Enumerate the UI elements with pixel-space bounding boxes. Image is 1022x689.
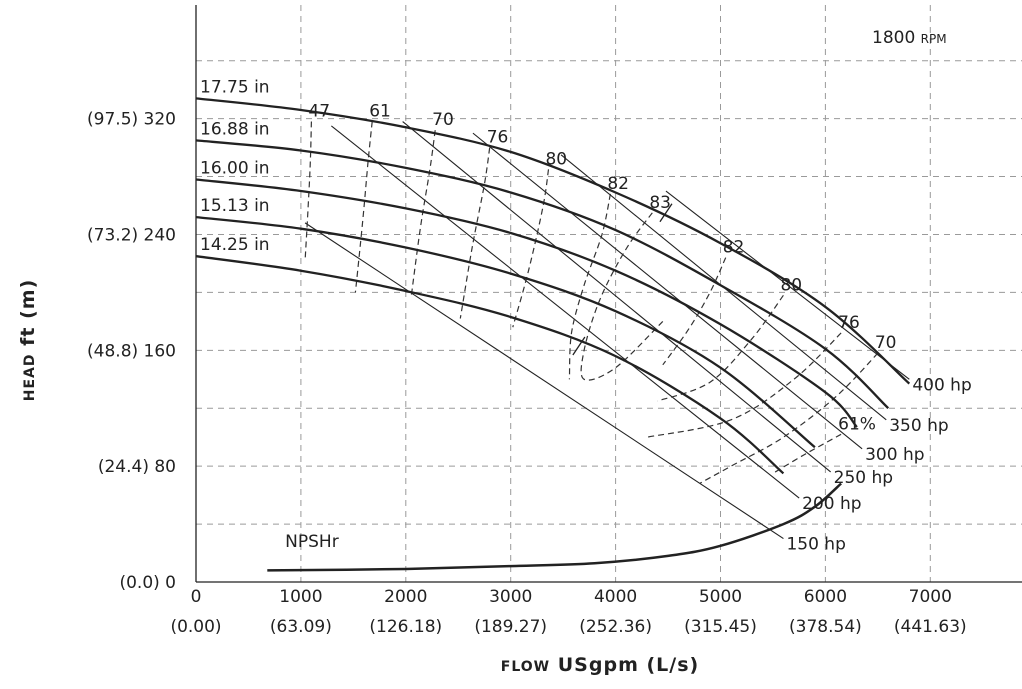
efficiency-label: 61%: [838, 414, 876, 434]
power-line-label: 150 hp: [786, 535, 845, 555]
head-curve-label: 15.13 in: [200, 196, 270, 216]
y-axis-title-text: ft (m): [17, 279, 39, 346]
y-tick-label: (73.2) 240: [87, 225, 176, 245]
x-tick-label: 2000: [384, 587, 427, 607]
x-tick-sublabel: (378.54): [789, 617, 862, 637]
x-tick-sublabel: (315.45): [684, 617, 757, 637]
head-curve: [195, 97, 911, 385]
y-tick-labels: (0.0) 0 (24.4) 80 (48.8) 160 (73.2) 240 (97.…: [87, 110, 176, 593]
head-curve-label: 16.88 in: [200, 119, 270, 139]
efficiency-label: 80: [545, 149, 567, 169]
efficiency-contour: [568, 193, 611, 380]
power-line-label: 400 hp: [912, 375, 971, 395]
y-tick-label: (48.8) 160: [87, 341, 176, 361]
x-axis-title: FLOW USgpm (L/s): [501, 654, 699, 676]
efficiency-contour: [410, 130, 436, 299]
axes: [195, 5, 1022, 583]
efficiency-contour: [354, 121, 373, 293]
head-curve: [195, 139, 890, 410]
head-curve-label: 17.75 in: [200, 77, 270, 97]
efficiency-label: 83: [649, 193, 671, 213]
x-axis-title-text: USgpm (L/s): [558, 654, 699, 676]
efficiency-label: 61: [369, 102, 391, 122]
head-curve: [195, 255, 785, 475]
grid-lines: [196, 5, 1022, 582]
efficiency-contour: [646, 332, 842, 438]
head-curve-label: 16.00 in: [200, 158, 270, 178]
x-tick-label: 4000: [594, 587, 637, 607]
efficiency-contour: [699, 352, 879, 485]
x-tick-label: 5000: [699, 587, 742, 607]
x-tick-sublabel: (441.63): [894, 617, 967, 637]
power-lines: 400 hp 350 hp 300 hp 250 hp 200 hp 150 hp: [304, 121, 972, 555]
x-tick-sublabel: (0.00): [170, 617, 221, 637]
head-curve-label: 14.25 in: [200, 235, 270, 255]
power-line: [665, 190, 910, 380]
npshr-label: NPSHr: [285, 532, 339, 552]
x-tick-sublabel: (252.36): [579, 617, 652, 637]
power-line-label: 200 hp: [802, 494, 861, 514]
efficiency-label: 70: [875, 333, 897, 353]
power-line: [304, 222, 784, 540]
power-line: [330, 125, 800, 499]
x-tick-label: 3000: [489, 587, 532, 607]
speed-label: 1800 RPM: [872, 28, 947, 48]
efficiency-label: 82: [607, 174, 629, 194]
efficiency-contour: [304, 121, 312, 261]
efficiency-label: 76: [838, 313, 860, 333]
y-axis-title: HEAD ft (m): [17, 279, 39, 402]
head-curves: 17.75 in 16.88 in 16.00 in 15.13 in 14.25 in: [195, 77, 911, 475]
speed-unit: RPM: [921, 32, 947, 46]
x-tick-sublabel: (63.09): [270, 617, 332, 637]
y-tick-label: (24.4) 80: [98, 457, 176, 477]
head-curve: [195, 178, 858, 428]
npshr-group: NPSHr: [267, 482, 842, 572]
y-tick-label: (0.0) 0: [119, 573, 176, 593]
efficiency-label: 76: [487, 128, 509, 148]
x-tick-sublabel: (189.27): [474, 617, 547, 637]
power-line-label: 250 hp: [834, 468, 893, 488]
x-tick-label: 0: [191, 587, 202, 607]
efficiency-contour: [512, 169, 550, 328]
bep-tick-mark: [659, 203, 673, 223]
x-axis-title-caps: FLOW: [501, 659, 550, 675]
power-line: [402, 121, 831, 473]
x-tick-label: 6000: [804, 587, 847, 607]
efficiency-contour: [580, 212, 664, 381]
efficiency-label: 70: [432, 110, 454, 130]
power-line-label: 350 hp: [889, 416, 948, 436]
power-line: [472, 132, 863, 450]
npshr-curve: [267, 482, 842, 572]
x-tick-sublabel: (126.18): [369, 617, 442, 637]
x-tick-label: 1000: [279, 587, 322, 607]
efficiency-contour: [662, 257, 727, 366]
y-axis-title-caps: HEAD: [22, 354, 38, 402]
head-curve: [195, 215, 816, 449]
bep-tick-mark: [572, 336, 586, 356]
speed-value: 1800: [872, 28, 915, 48]
x-tick-labels: 0 (0.00) 1000 (63.09) 2000 (126.18) 3000 (189.2…: [170, 587, 966, 637]
y-tick-label: (97.5) 320: [87, 110, 176, 130]
x-tick-label: 7000: [909, 587, 952, 607]
power-line-label: 300 hp: [865, 445, 924, 465]
efficiency-contour: [459, 147, 491, 319]
